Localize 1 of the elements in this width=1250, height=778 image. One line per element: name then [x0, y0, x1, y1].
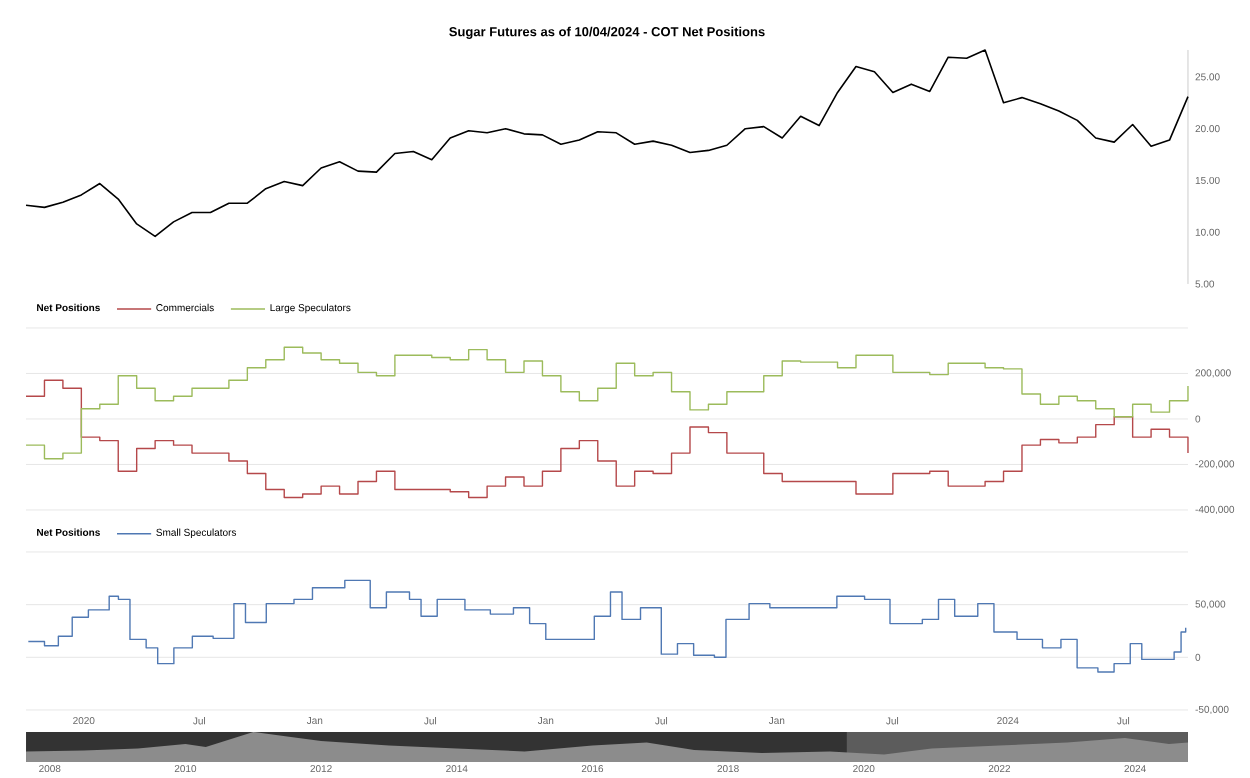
line-series	[25, 48, 1189, 237]
